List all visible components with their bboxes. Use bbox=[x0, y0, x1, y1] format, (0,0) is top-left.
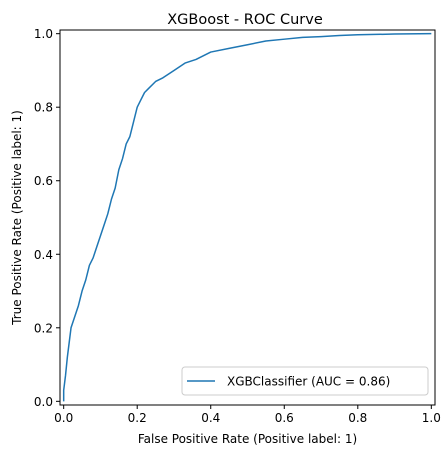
y-tick-label: 0.4 bbox=[34, 248, 53, 262]
x-axis-label: False Positive Rate (Positive label: 1) bbox=[138, 432, 357, 446]
x-tick-label: 0.4 bbox=[201, 411, 220, 425]
y-tick-label: 1.0 bbox=[34, 27, 53, 41]
y-tick-label: 0.0 bbox=[34, 395, 53, 409]
x-tick-label: 0.2 bbox=[128, 411, 147, 425]
x-tick-label: 0.6 bbox=[275, 411, 294, 425]
chart-title: XGBoost - ROC Curve bbox=[167, 12, 323, 28]
y-tick-label: 0.2 bbox=[34, 321, 53, 335]
plot-frame bbox=[59, 29, 436, 406]
legend: XGBClassifier (AUC = 0.86) bbox=[181, 366, 429, 396]
y-axis-label: True Positive Rate (Positive label: 1) bbox=[10, 110, 24, 326]
x-tick-label: 0.8 bbox=[348, 411, 367, 425]
series-layer bbox=[62, 32, 432, 402]
legend-box bbox=[181, 366, 429, 396]
x-tick-label: 1.0 bbox=[422, 411, 441, 425]
roc-curve-line bbox=[62, 32, 432, 402]
y-tick-label: 0.6 bbox=[34, 174, 53, 188]
x-axis: 0.0 0.2 0.4 0.6 0.8 1.0 bbox=[54, 405, 441, 425]
legend-label: XGBClassifier (AUC = 0.86) bbox=[227, 375, 390, 389]
y-tick-label: 0.8 bbox=[34, 101, 53, 115]
y-axis: 0.0 0.2 0.4 0.6 0.8 1.0 bbox=[34, 27, 60, 409]
x-tick-label: 0.0 bbox=[54, 411, 73, 425]
